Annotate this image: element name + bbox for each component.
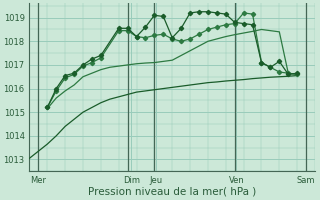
X-axis label: Pression niveau de la mer( hPa ): Pression niveau de la mer( hPa ) [88, 187, 256, 197]
